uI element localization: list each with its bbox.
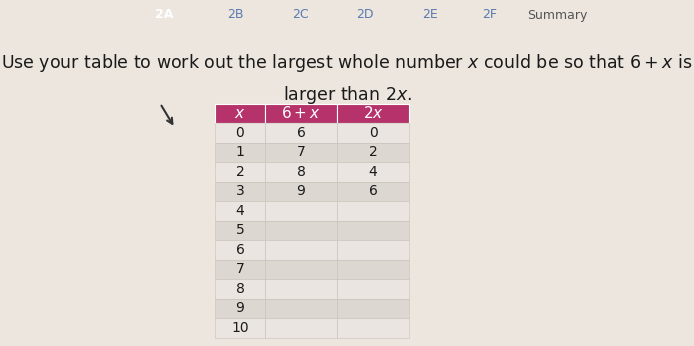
Text: 0: 0 bbox=[236, 126, 244, 140]
Text: 8: 8 bbox=[235, 282, 244, 296]
Bar bbox=[337, 123, 409, 143]
Text: 2B: 2B bbox=[227, 9, 244, 21]
Bar bbox=[337, 279, 409, 299]
Bar bbox=[265, 318, 337, 337]
Text: 9: 9 bbox=[235, 301, 244, 315]
Text: 2: 2 bbox=[369, 145, 378, 159]
Bar bbox=[215, 201, 265, 220]
Bar bbox=[215, 279, 265, 299]
Bar bbox=[215, 103, 265, 123]
Bar bbox=[337, 260, 409, 279]
Bar bbox=[215, 143, 265, 162]
Text: 7: 7 bbox=[296, 145, 305, 159]
Text: 10: 10 bbox=[231, 321, 249, 335]
Text: 5: 5 bbox=[236, 223, 244, 237]
Text: 4: 4 bbox=[369, 165, 378, 179]
Text: Summary: Summary bbox=[527, 9, 588, 21]
Bar bbox=[337, 201, 409, 220]
Text: 3: 3 bbox=[236, 184, 244, 198]
Bar bbox=[337, 299, 409, 318]
Text: 2D: 2D bbox=[356, 9, 374, 21]
Text: 7: 7 bbox=[236, 262, 244, 276]
Bar bbox=[337, 162, 409, 182]
Text: 2C: 2C bbox=[291, 9, 308, 21]
Bar bbox=[337, 143, 409, 162]
Text: 2F: 2F bbox=[482, 9, 498, 21]
Text: $x$: $x$ bbox=[235, 106, 246, 121]
Text: $6+x$: $6+x$ bbox=[281, 105, 321, 121]
Bar bbox=[215, 220, 265, 240]
Text: Use your table to work out the largest whole number $x$ could be so that $6 + x$: Use your table to work out the largest w… bbox=[1, 52, 693, 74]
Bar bbox=[265, 143, 337, 162]
Text: 6: 6 bbox=[235, 243, 244, 257]
Bar bbox=[265, 240, 337, 260]
Bar bbox=[215, 162, 265, 182]
Bar bbox=[215, 260, 265, 279]
Bar bbox=[265, 162, 337, 182]
Bar bbox=[215, 182, 265, 201]
Bar bbox=[337, 318, 409, 337]
Bar bbox=[265, 220, 337, 240]
Bar bbox=[337, 103, 409, 123]
Text: 1: 1 bbox=[235, 145, 244, 159]
Text: 8: 8 bbox=[296, 165, 305, 179]
Text: 0: 0 bbox=[369, 126, 378, 140]
Text: 9: 9 bbox=[296, 184, 305, 198]
Bar bbox=[215, 318, 265, 337]
Text: 2A: 2A bbox=[155, 9, 174, 21]
Bar bbox=[265, 123, 337, 143]
Text: 6: 6 bbox=[296, 126, 305, 140]
Text: $2x$: $2x$ bbox=[362, 105, 383, 121]
Bar bbox=[215, 123, 265, 143]
Bar bbox=[265, 103, 337, 123]
Bar bbox=[265, 299, 337, 318]
Bar bbox=[265, 182, 337, 201]
Bar bbox=[337, 182, 409, 201]
Bar bbox=[265, 279, 337, 299]
Bar bbox=[337, 220, 409, 240]
Text: 2E: 2E bbox=[422, 9, 438, 21]
Bar bbox=[215, 240, 265, 260]
Text: 4: 4 bbox=[236, 204, 244, 218]
Text: 2: 2 bbox=[236, 165, 244, 179]
Bar bbox=[265, 201, 337, 220]
Bar bbox=[215, 299, 265, 318]
Text: 6: 6 bbox=[369, 184, 378, 198]
Bar bbox=[265, 260, 337, 279]
Text: larger than $2x$.: larger than $2x$. bbox=[282, 84, 412, 106]
Bar bbox=[337, 240, 409, 260]
